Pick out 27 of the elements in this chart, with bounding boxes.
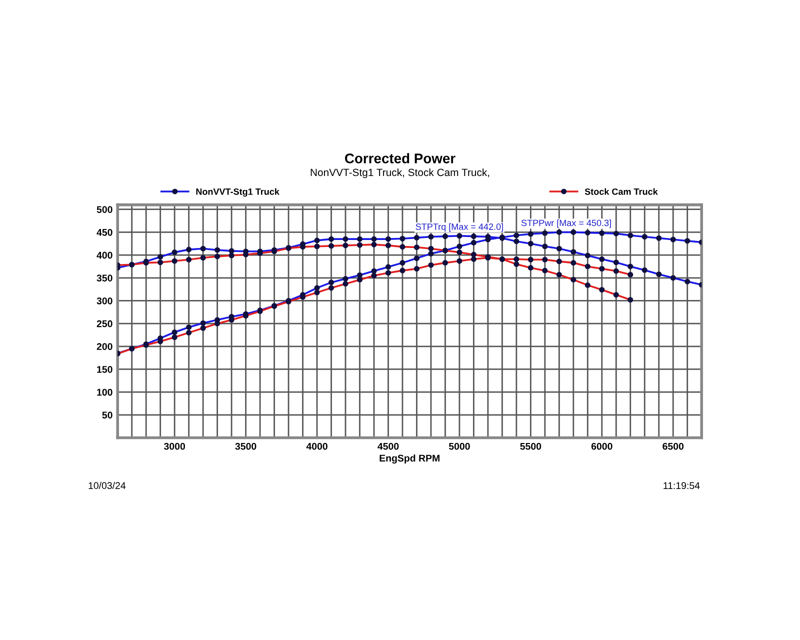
y-tick-label: 100 — [97, 388, 112, 396]
y-tick-label: 400 — [96, 252, 112, 259]
x-tick-label: 6000 — [591, 442, 612, 450]
x-tick-label: 5500 — [520, 442, 542, 450]
y-tick-label: 250 — [96, 320, 112, 328]
y-tick-label: 300 — [96, 297, 112, 304]
x-axis-title: EngSpd RPM — [380, 454, 440, 464]
chart-title: Corrected Power — [345, 153, 456, 164]
text: 11:19:54 — [664, 482, 700, 490]
x-tick-label: 3500 — [235, 442, 256, 450]
x-tick-label: 4500 — [378, 442, 399, 450]
y-tick-label: 200 — [96, 343, 112, 350]
x-tick-label: 3000 — [164, 442, 185, 450]
legend-label: Stock Cam Truck — [584, 188, 658, 195]
annotation: STPPwr [Max = 450.3] — [521, 219, 611, 228]
legend-label: NonVVT-Stg1 Truck — [196, 188, 280, 197]
x-tick-label: 6500 — [662, 442, 684, 450]
chart-subtitle: NonVVT-Stg1 Truck, Stock Cam Truck, — [310, 168, 490, 178]
x-tick-label: 4000 — [306, 442, 328, 450]
y-tick-label: 500 — [96, 206, 112, 213]
y-tick-label: 450 — [96, 228, 112, 236]
x-tick-label: 5000 — [448, 442, 470, 450]
y-tick-label: 350 — [96, 274, 112, 282]
y-tick-label: 50 — [102, 412, 112, 419]
text: 10/03/24 — [88, 482, 126, 490]
annotation: STPTrq [Max = 442.0] — [416, 223, 503, 232]
y-tick-label: 150 — [97, 366, 112, 373]
